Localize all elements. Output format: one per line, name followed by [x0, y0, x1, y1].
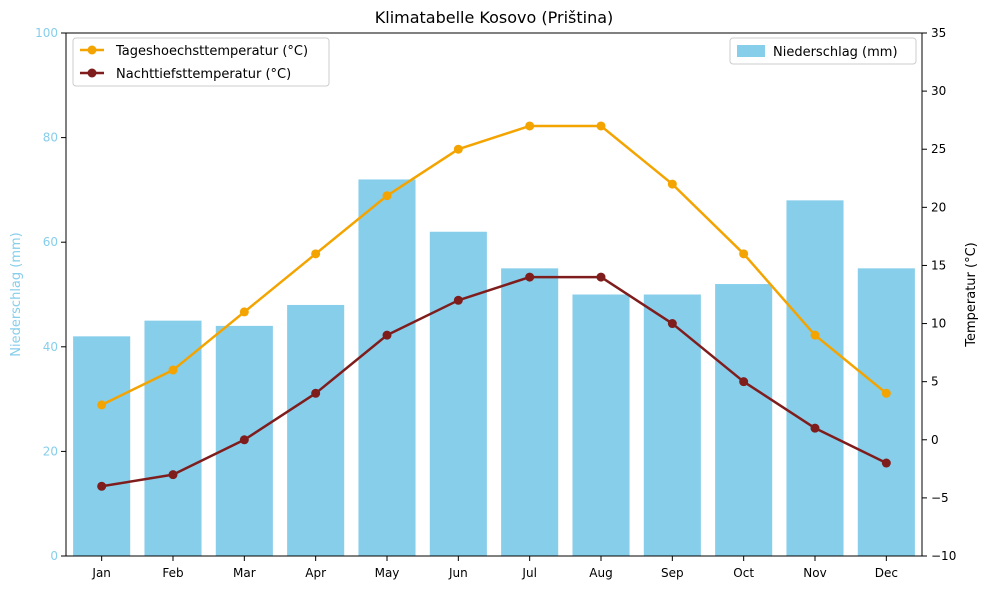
legend-marker-high [87, 45, 97, 55]
x-tick-label: Jun [448, 566, 468, 580]
series-0-point-apr [311, 249, 321, 259]
precip-bar-nov [786, 200, 844, 557]
precip-bar-oct [715, 284, 773, 556]
right-tick-label: −5 [931, 491, 949, 505]
x-tick-label: Apr [305, 566, 326, 580]
series-0-point-jan [97, 400, 107, 410]
right-axis-title: Temperatur (°C) [964, 242, 979, 348]
left-tick-label: 100 [35, 26, 58, 40]
series-0-point-dec [881, 388, 891, 398]
right-tick-label: 20 [931, 200, 946, 214]
precip-bar-feb [144, 320, 202, 556]
right-axis: −10 −5 0 5 10 15 20 25 30 35 [922, 26, 956, 563]
legend-swatch-precip [737, 45, 765, 57]
series-1-point-nov [810, 423, 820, 433]
x-tick-label: Aug [589, 566, 612, 580]
left-tick-label: 40 [43, 340, 58, 354]
left-axis: 0 20 40 60 80 100 [35, 26, 66, 563]
right-tick-label: −10 [931, 549, 956, 563]
series-0-point-sep [667, 179, 677, 189]
precip-bar-apr [287, 304, 345, 556]
x-tick-label: Nov [803, 566, 826, 580]
precip-bar-aug [572, 294, 630, 556]
chart-title: Klimatabelle Kosovo (Priština) [375, 8, 614, 27]
series-line-0 [101, 124, 888, 407]
series-0-point-feb [168, 365, 178, 375]
x-axis: Jan Feb Mar Apr May Jun Jul Aug Sep Oct Nov Dec [91, 556, 898, 580]
legend-lines: Tageshoechsttemperatur (°C) Nachttiefstt… [72, 37, 330, 87]
right-tick-label: 5 [931, 375, 939, 389]
x-tick-label: Jul [521, 566, 536, 580]
left-tick-label: 60 [43, 235, 58, 249]
series-1-point-sep [667, 319, 677, 329]
left-tick-label: 80 [43, 131, 58, 145]
x-tick-label: May [375, 566, 400, 580]
series-1-point-jan [97, 481, 107, 491]
precip-bar-sep [643, 294, 701, 556]
plot-frame [65, 32, 923, 557]
right-tick-label: 10 [931, 317, 946, 331]
x-tick-label: Jan [91, 566, 111, 580]
series-0-point-oct [739, 249, 749, 259]
precip-bar-jun [429, 231, 487, 557]
series-line-1 [101, 275, 887, 488]
series-0-point-mar [239, 307, 249, 317]
legend-label-low: Nachttiefsttemperatur (°C) [116, 67, 291, 82]
series-0-point-nov [810, 330, 820, 340]
x-tick-label: Feb [162, 566, 183, 580]
legend-label-precip: Niederschlag (mm) [773, 45, 898, 60]
legend-bars: Niederschlag (mm) [729, 37, 917, 65]
series-0-point-jun [453, 144, 463, 154]
series-1-point-may [382, 330, 392, 340]
right-tick-label: 35 [931, 26, 946, 40]
precip-bar-may [358, 179, 416, 556]
x-tick-label: Mar [233, 566, 256, 580]
legend-bars-box [729, 37, 917, 65]
right-tick-label: 25 [931, 142, 946, 156]
right-tick-label: 30 [931, 84, 946, 98]
lines-layer [97, 121, 891, 491]
x-tick-label: Sep [661, 566, 684, 580]
series-1-point-mar [239, 435, 249, 445]
precip-bar-jul [501, 268, 559, 556]
x-tick-label: Dec [875, 566, 898, 580]
left-tick-label: 20 [43, 444, 58, 458]
series-1-point-feb [168, 470, 178, 480]
precip-bar-dec [857, 268, 915, 556]
series-0-point-may [382, 191, 392, 201]
series-1-point-aug [596, 272, 606, 282]
right-tick-label: 0 [931, 433, 939, 447]
x-tick-label: Oct [733, 566, 754, 580]
series-1-point-jul [525, 272, 535, 282]
series-1-point-apr [311, 388, 321, 398]
series-0-point-aug [596, 121, 606, 131]
series-1-point-dec [881, 458, 891, 468]
left-tick-label: 0 [50, 549, 58, 563]
bars-layer [73, 179, 915, 557]
series-1-point-oct [739, 377, 749, 387]
series-1-point-jun [453, 295, 463, 305]
series-0-point-jul [525, 121, 535, 131]
left-axis-title: Niederschlag (mm) [9, 232, 24, 357]
legend-lines-box [72, 37, 330, 87]
right-tick-label: 15 [931, 258, 946, 272]
legend-label-high: Tageshoechsttemperatur (°C) [115, 44, 308, 59]
legend-marker-low [87, 68, 97, 78]
precip-bar-jan [73, 336, 131, 556]
